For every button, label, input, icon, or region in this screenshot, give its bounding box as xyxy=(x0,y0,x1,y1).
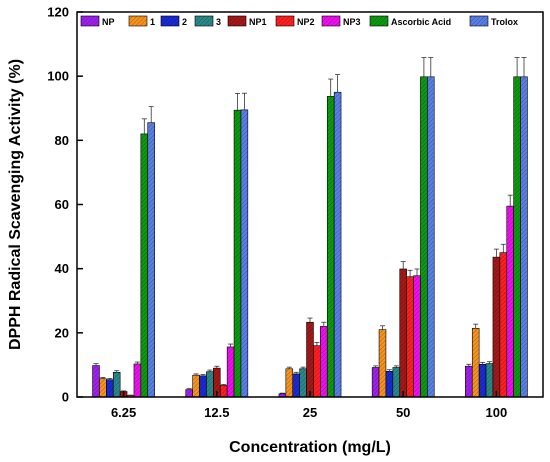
legend-label: 3 xyxy=(216,17,221,27)
legend-label: Ascorbic Acid xyxy=(391,17,451,27)
bar-hatch xyxy=(306,322,314,397)
x-tick-label: 100 xyxy=(486,405,508,420)
bar-hatch xyxy=(486,363,493,397)
legend-label: NP3 xyxy=(343,17,361,27)
y-tick-label: 20 xyxy=(55,325,69,340)
bar-hatch xyxy=(372,367,380,397)
legend-swatch-hatch xyxy=(370,16,388,26)
bar-hatch xyxy=(392,367,400,397)
legend-swatch-hatch xyxy=(228,16,246,26)
bar-hatch xyxy=(127,395,134,397)
bar-hatch xyxy=(479,364,487,397)
bar-hatch xyxy=(513,76,521,397)
bar-hatch xyxy=(385,371,393,397)
legend-label: 2 xyxy=(182,17,187,27)
bar-hatch xyxy=(199,375,207,397)
y-tick-label: 0 xyxy=(62,390,69,405)
legend-swatch-hatch xyxy=(322,16,340,26)
x-tick-label: 50 xyxy=(396,405,410,420)
y-tick-label: 120 xyxy=(47,5,69,20)
bar-hatch xyxy=(399,268,407,397)
y-axis-title: DPPH Radical Scavenging Activity (%) xyxy=(7,59,24,350)
bar-hatch xyxy=(406,276,414,397)
x-tick-label: 6.25 xyxy=(111,405,136,420)
bar-hatch xyxy=(413,275,421,397)
legend-label: Trolox xyxy=(491,17,518,27)
bar-hatch xyxy=(320,326,328,397)
bar-hatch xyxy=(427,76,435,397)
bar-hatch xyxy=(192,375,200,397)
legend-label: 1 xyxy=(150,17,155,27)
bar-hatch xyxy=(327,96,335,398)
legend-label: NP2 xyxy=(297,17,315,27)
bar-hatch xyxy=(234,110,241,398)
y-tick-label: 100 xyxy=(47,69,69,84)
legend-label: NP xyxy=(102,17,115,27)
bar-hatch xyxy=(420,76,428,397)
bar-hatch xyxy=(379,329,386,397)
bar-hatch xyxy=(285,368,293,397)
bar-hatch xyxy=(140,133,148,397)
legend-swatch-hatch xyxy=(276,16,294,26)
bar-hatch xyxy=(292,373,300,397)
bar-hatch xyxy=(472,328,480,397)
bar-hatch xyxy=(299,368,307,397)
x-tick-label: 12.5 xyxy=(204,405,229,420)
bar-hatch xyxy=(185,389,193,397)
bar-hatch xyxy=(147,122,155,397)
legend-swatch-hatch xyxy=(470,16,488,26)
bar-hatch xyxy=(92,365,100,397)
bars-layer xyxy=(92,57,528,398)
bar-hatch xyxy=(220,385,228,397)
y-tick-label: 60 xyxy=(55,197,69,212)
legend-swatch-hatch xyxy=(129,16,147,26)
bar-hatch xyxy=(206,371,214,397)
legend-swatch-hatch xyxy=(195,16,213,26)
legend-label: NP1 xyxy=(249,17,267,27)
axes-layer: 0 20 40 60 80 100 120 6.25 12.5 25 50 100 xyxy=(47,5,507,421)
bar-hatch xyxy=(99,378,107,397)
bar-hatch xyxy=(213,368,221,397)
bar-hatch xyxy=(520,76,528,397)
legend-swatch-hatch xyxy=(161,16,179,26)
bar-hatch xyxy=(106,379,114,397)
bar-hatch xyxy=(313,345,321,397)
y-tick-label: 80 xyxy=(55,133,69,148)
bar-hatch xyxy=(278,393,286,397)
bar-hatch xyxy=(133,363,141,397)
bar-hatch xyxy=(227,346,235,397)
x-axis-title: Concentration (mg/L) xyxy=(229,439,391,456)
legend: NP 1 2 3 NP1 NP2 NP3 Ascorbic Acid Trolox xyxy=(80,15,518,27)
bar-hatch xyxy=(465,366,473,397)
bar-hatch xyxy=(499,252,507,397)
bar-hatch xyxy=(506,206,514,397)
legend-swatch-hatch xyxy=(81,16,99,26)
y-tick-label: 40 xyxy=(55,261,69,276)
bar-hatch xyxy=(492,257,500,397)
bar-hatch xyxy=(240,109,248,398)
bar-hatch xyxy=(334,92,342,397)
x-tick-label: 25 xyxy=(303,405,317,420)
bar-hatch xyxy=(113,372,121,397)
